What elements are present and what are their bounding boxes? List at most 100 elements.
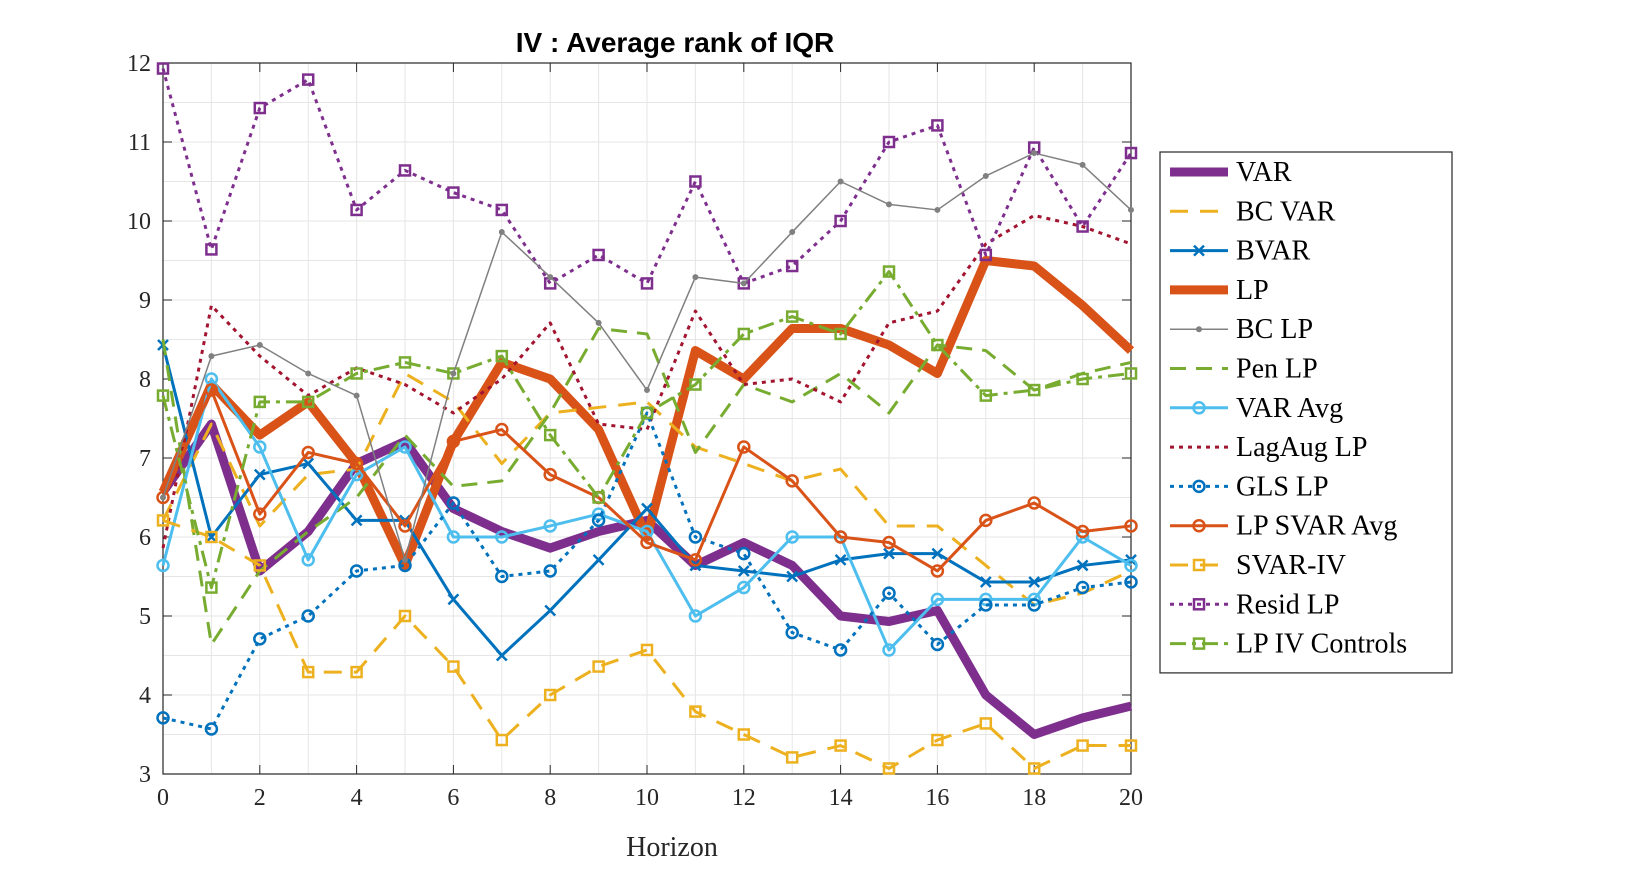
square-marker — [156, 389, 170, 402]
square-marker — [1076, 739, 1089, 752]
legend-item: BC LP — [1170, 314, 1313, 345]
square-marker — [1124, 739, 1138, 752]
x-tick-label: 12 — [732, 785, 756, 811]
legend-item: BVAR — [1170, 236, 1311, 267]
circle-marker — [833, 643, 848, 657]
circle-marker — [543, 564, 557, 578]
legend-item: VAR — [1170, 157, 1292, 188]
square-marker — [447, 186, 460, 199]
x-tick-label: 16 — [925, 785, 949, 811]
square-marker — [350, 665, 363, 679]
legend-label: LagAug LP — [1236, 432, 1367, 463]
square-marker — [592, 248, 605, 262]
square-marker — [931, 119, 944, 132]
x-marker — [302, 457, 315, 470]
circle-marker — [591, 513, 606, 528]
square-marker — [882, 135, 896, 149]
square-marker — [398, 609, 412, 623]
square-marker — [834, 214, 847, 228]
x-marker — [592, 554, 605, 566]
circle-marker — [349, 456, 364, 471]
x-marker — [1076, 559, 1089, 572]
dot-marker — [934, 206, 941, 213]
dot-marker — [644, 387, 650, 394]
circle-marker — [253, 507, 267, 521]
dot-marker — [1196, 326, 1202, 333]
series-bc-var — [161, 371, 1132, 607]
series-lp-iv-controls — [156, 265, 1138, 594]
circle-marker — [1192, 401, 1206, 415]
dot-marker — [789, 229, 796, 236]
legend-item: Resid LP — [1170, 589, 1339, 620]
circle-marker — [979, 592, 993, 607]
circle-marker — [1027, 496, 1041, 510]
dot-marker — [305, 370, 312, 377]
y-tick-label: 10 — [127, 209, 151, 235]
legend-label: Resid LP — [1236, 589, 1339, 620]
x-axis-label: Horizon — [626, 832, 718, 863]
series-bc-lp — [160, 150, 1134, 563]
legend-label: GLS LP — [1236, 471, 1329, 502]
circle-marker — [882, 586, 896, 600]
y-tick-label: 4 — [139, 683, 151, 709]
circle-marker — [543, 467, 557, 482]
x-tick-label: 14 — [829, 785, 853, 811]
legend-item: LagAug LP — [1170, 432, 1367, 463]
circle-marker — [930, 564, 945, 578]
dot-marker — [1128, 206, 1134, 213]
legend-item: BC VAR — [1170, 196, 1336, 227]
circle-marker — [495, 530, 509, 544]
x-marker — [979, 576, 992, 588]
square-marker — [834, 739, 847, 752]
dot-marker — [692, 274, 699, 281]
dot-marker — [1031, 150, 1038, 157]
x-marker — [641, 502, 653, 515]
x-marker — [447, 593, 460, 606]
series-bvar — [157, 339, 1137, 662]
x-marker — [931, 547, 944, 560]
square-marker — [882, 265, 896, 278]
dot-marker — [353, 392, 360, 399]
square-marker — [447, 367, 460, 380]
circle-marker — [882, 643, 896, 657]
square-marker — [253, 559, 267, 572]
series-line — [162, 411, 1132, 731]
y-tick-label: 7 — [139, 446, 151, 472]
square-marker — [301, 395, 315, 409]
circle-marker — [737, 580, 751, 595]
square-marker — [350, 203, 363, 217]
circle-marker — [1075, 580, 1090, 595]
square-marker — [156, 62, 170, 75]
x-marker — [834, 554, 847, 566]
series-line — [161, 377, 1132, 652]
square-marker — [640, 643, 654, 657]
square-marker — [1192, 637, 1206, 650]
circle-marker — [785, 474, 799, 488]
circle-marker — [688, 530, 703, 544]
square-marker — [640, 277, 654, 290]
circle-marker — [688, 609, 703, 623]
legend-item: LP IV Controls — [1170, 629, 1407, 660]
square-marker — [882, 762, 896, 775]
x-marker — [253, 468, 266, 481]
square-marker — [592, 660, 605, 673]
y-tick-label: 5 — [139, 604, 151, 630]
y-tick-label: 8 — [139, 367, 151, 393]
square-marker — [1124, 146, 1138, 160]
series-line — [161, 68, 1133, 285]
square-marker — [301, 665, 315, 679]
circle-marker — [785, 625, 799, 640]
dot-marker — [595, 319, 602, 326]
legend-label: LP — [1236, 275, 1269, 306]
legend-item: GLS LP — [1170, 471, 1329, 502]
square-marker — [543, 688, 557, 702]
circle-marker — [446, 530, 461, 544]
x-marker — [1028, 576, 1041, 588]
legend-label: BC LP — [1236, 314, 1313, 345]
square-marker — [1192, 598, 1206, 611]
square-marker — [495, 203, 509, 217]
square-marker — [253, 395, 267, 409]
square-marker — [1027, 762, 1041, 775]
dot-marker — [498, 229, 505, 236]
